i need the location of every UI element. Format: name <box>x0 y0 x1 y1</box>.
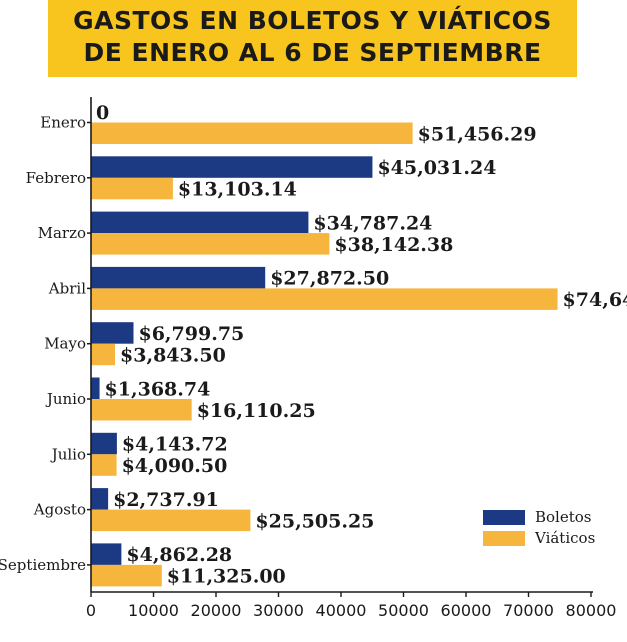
category-label: Mayo <box>44 335 86 353</box>
viaticos-value-label: $74,649.88 <box>563 289 627 311</box>
chart-title-line-2: DE ENERO AL 6 DE SEPTIEMBRE <box>83 38 542 67</box>
x-tick-label: 60000 <box>441 601 492 620</box>
category-label: Julio <box>50 445 86 463</box>
x-tick-label: 20000 <box>191 601 242 620</box>
category-label: Enero <box>40 114 86 132</box>
legend-label-viaticos: Viáticos <box>534 529 595 547</box>
boletos-bar <box>91 377 100 399</box>
viaticos-bar <box>91 288 558 310</box>
category-label: Junio <box>45 390 86 408</box>
viaticos-bar <box>91 454 117 476</box>
viaticos-value-label: $3,843.50 <box>120 344 226 366</box>
legend-label-boletos: Boletos <box>535 508 591 526</box>
category-label: Septiembre <box>0 556 86 574</box>
x-tick-label: 70000 <box>503 601 554 620</box>
boletos-bar <box>91 543 122 565</box>
category-label: Marzo <box>38 224 86 242</box>
viaticos-bar <box>91 233 330 255</box>
boletos-bar <box>91 432 117 455</box>
viaticos-value-label: $13,103.14 <box>178 179 297 201</box>
viaticos-bar <box>91 343 116 366</box>
boletos-value-label: $4,143.72 <box>122 434 228 456</box>
boletos-value-label: $1,368.74 <box>105 378 211 400</box>
boletos-value-label: $2,737.91 <box>113 489 219 511</box>
boletos-bar <box>91 488 109 510</box>
viaticos-value-label: $51,456.29 <box>418 123 537 145</box>
boletos-bar <box>91 322 134 344</box>
x-tick-label: 30000 <box>253 601 304 620</box>
boletos-value-label: $45,031.24 <box>377 157 496 179</box>
viaticos-bar <box>91 399 192 421</box>
viaticos-value-label: $25,505.25 <box>255 510 374 532</box>
boletos-bar <box>91 156 373 178</box>
viaticos-bar <box>91 509 251 532</box>
viaticos-bar <box>91 564 162 587</box>
boletos-value-label: $34,787.24 <box>313 212 432 234</box>
viaticos-bar <box>91 122 413 144</box>
category-label: Agosto <box>33 501 86 519</box>
boletos-bar <box>91 266 266 289</box>
chart-title-line-1: GASTOS EN BOLETOS Y VIÁTICOS <box>73 6 552 35</box>
title-banner: GASTOS EN BOLETOS Y VIÁTICOS DE ENERO AL… <box>48 0 577 77</box>
viaticos-value-label: $11,325.00 <box>167 566 286 588</box>
boletos-value-label: $6,799.75 <box>138 323 244 345</box>
boletos-value-label: $4,862.28 <box>126 544 232 566</box>
viaticos-value-label: $4,090.50 <box>122 455 228 477</box>
x-tick-label: 50000 <box>378 601 429 620</box>
x-tick-label: 0 <box>86 601 96 620</box>
category-label: Febrero <box>26 169 86 187</box>
boletos-value-label: $27,872.50 <box>270 268 389 290</box>
x-tick-label: 40000 <box>316 601 367 620</box>
boletos-bar <box>91 211 309 234</box>
viaticos-bar <box>91 177 173 200</box>
legend-swatch-viaticos <box>483 531 525 546</box>
category-label: Abril <box>48 279 86 297</box>
x-tick-label: 10000 <box>128 601 179 620</box>
boletos-value-label: 0 <box>96 102 109 124</box>
legend-swatch-boletos <box>483 510 525 525</box>
viaticos-value-label: $38,142.38 <box>334 234 453 256</box>
x-tick-label: 80000 <box>566 601 617 620</box>
viaticos-value-label: $16,110.25 <box>197 400 316 422</box>
